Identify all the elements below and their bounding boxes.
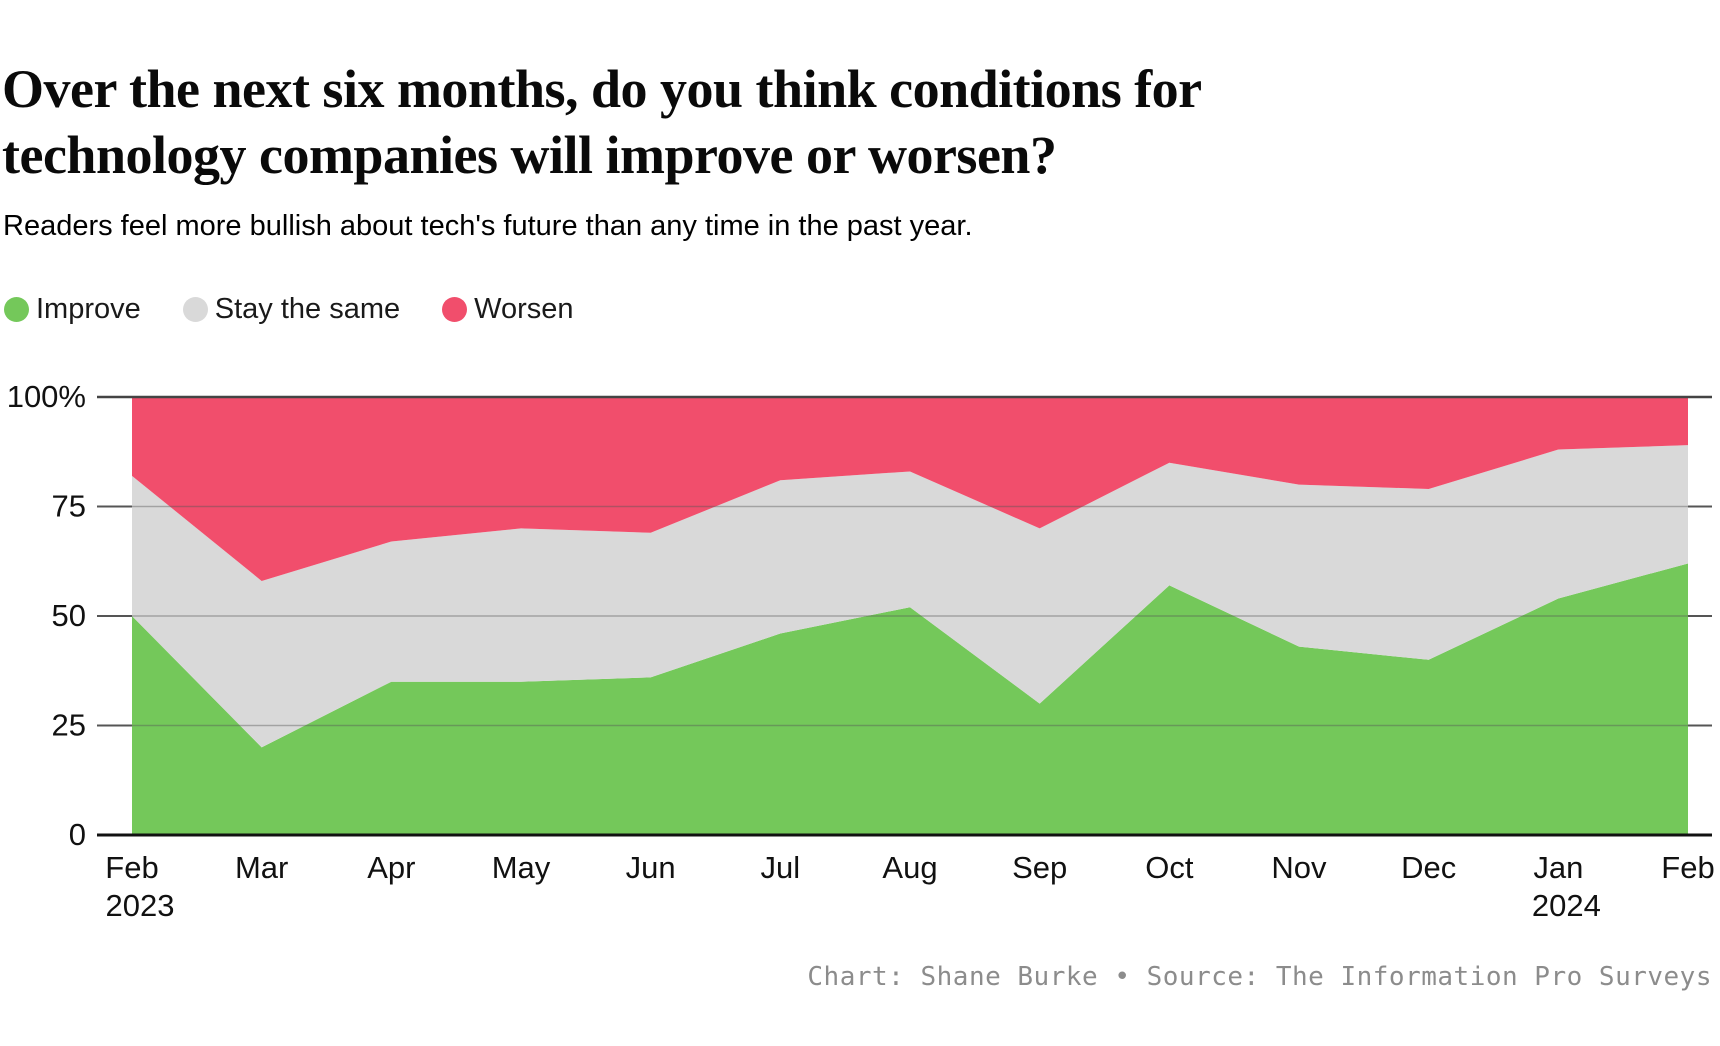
chart-title-line-1: Over the next six months, do you think c… xyxy=(2,59,1202,119)
y-axis-tick-label: 25 xyxy=(52,708,86,743)
y-axis-tick-label: 75 xyxy=(52,489,86,524)
legend-item-worsen: Worsen xyxy=(442,293,574,326)
y-axis-tick-label: 50 xyxy=(52,598,86,633)
x-axis-tick-label: Jul xyxy=(761,850,801,885)
y-axis-tick-label: 0 xyxy=(69,817,86,852)
chart-title-line-2: technology companies will improve or wor… xyxy=(2,125,1057,185)
area-improve xyxy=(132,563,1688,835)
legend-label-improve: Improve xyxy=(36,293,141,325)
area-worsen xyxy=(132,397,1688,581)
legend-item-improve: Improve xyxy=(4,293,141,326)
legend-item-stay-the-same: Stay the same xyxy=(182,293,401,326)
x-axis-tick-label: Oct xyxy=(1145,850,1194,885)
x-axis-tick-label: Feb xyxy=(1661,850,1714,885)
x-axis-tick-label: Mar xyxy=(235,850,288,885)
y-axis-tick-label: 100% xyxy=(7,379,86,414)
x-axis-tick-label: Jan xyxy=(1533,850,1583,885)
x-axis-tick-label: May xyxy=(492,850,551,885)
chart-title: Over the next six months, do you think c… xyxy=(2,56,1202,188)
x-axis-tick-label: Nov xyxy=(1271,850,1327,885)
legend-swatch-improve-icon xyxy=(4,297,29,322)
legend-label-worsen: Worsen xyxy=(474,293,574,325)
x-axis-tick-label: Sep xyxy=(1012,850,1067,885)
x-axis-tick-label: Apr xyxy=(367,850,415,885)
x-axis-year-label: 2024 xyxy=(1532,888,1601,923)
x-axis-tick-label: Feb xyxy=(105,850,158,885)
x-axis-tick-label: Dec xyxy=(1401,850,1456,885)
x-axis-year-label: 2023 xyxy=(106,888,175,923)
chart-credit: Chart: Shane Burke • Source: The Informa… xyxy=(807,962,1712,992)
chart-legend: Improve Stay the same Worsen xyxy=(4,293,574,326)
legend-swatch-worsen-icon xyxy=(442,297,468,322)
legend-swatch-stay-the-same-icon xyxy=(182,297,208,322)
area-stay-the-same xyxy=(132,445,1688,748)
chart-subtitle: Readers feel more bullish about tech's f… xyxy=(3,210,973,242)
x-axis-tick-label: Jun xyxy=(626,850,676,885)
x-axis-tick-label: Aug xyxy=(882,850,937,885)
legend-label-stay-the-same: Stay the same xyxy=(214,293,401,325)
